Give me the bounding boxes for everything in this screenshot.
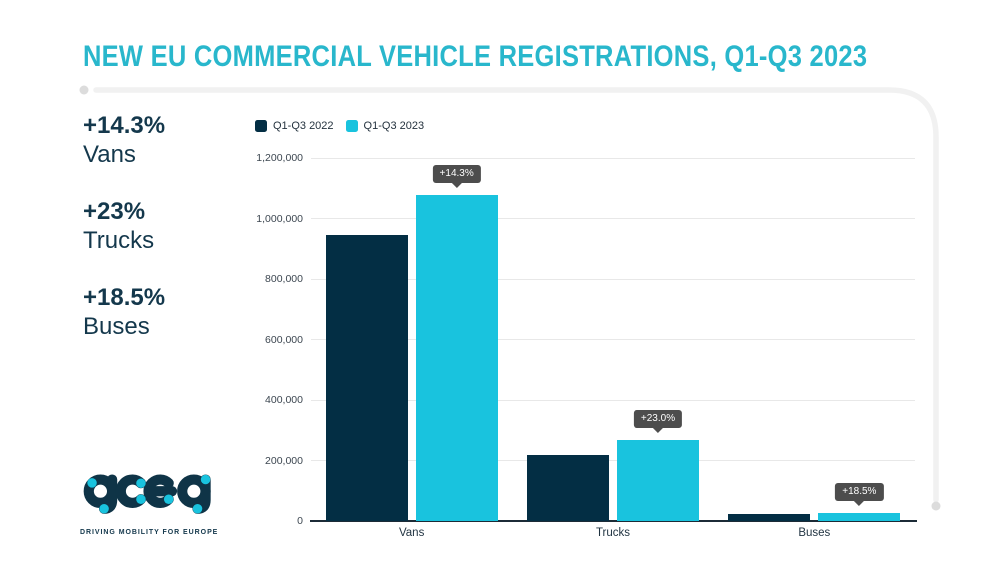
chart-legend: Q1-Q3 2022 Q1-Q3 2023 xyxy=(255,120,424,132)
y-tick-label-200000: 200,000 xyxy=(265,454,303,467)
y-tick-label-1200000: 1,200,000 xyxy=(256,152,303,164)
y-tick-label-400000: 400,000 xyxy=(265,394,303,406)
y-tick-label-800000: 800,000 xyxy=(265,273,303,285)
gridline-600000 xyxy=(311,339,915,340)
x-axis-line xyxy=(310,519,917,522)
stat-vans-percentage: +14.3% xyxy=(83,112,166,139)
stat-buses-percentage: +18.5% xyxy=(83,284,166,311)
stat-buses: +18.5% Buses xyxy=(83,284,165,341)
legend-label-2023: Q1-Q3 2023 xyxy=(363,120,425,132)
bar-vans-q1-q3-2023[interactable] xyxy=(415,194,498,521)
pct-change-tooltip-trucks: +23.0% xyxy=(633,409,683,433)
gridline-1000000 xyxy=(311,218,915,219)
stat-trucks-percentage: +23% xyxy=(83,198,146,225)
stat-vans: +14.3% Vans xyxy=(83,112,165,169)
bar-buses-q1-q3-2022[interactable] xyxy=(728,514,811,521)
logo-accent-dots xyxy=(87,474,211,514)
acea-wordmark xyxy=(83,474,211,514)
y-tick-label-1000000: 1,000,000 xyxy=(256,212,303,225)
gridline-1200000 xyxy=(311,157,915,159)
bar-trucks-q1-q3-2022[interactable] xyxy=(527,455,609,521)
stat-buses-label: Buses xyxy=(83,313,150,340)
legend-label-2022: Q1-Q3 2022 xyxy=(273,120,334,132)
bar-buses-q1-q3-2023[interactable] xyxy=(818,513,901,521)
y-tick-label-0: 0 xyxy=(297,515,303,527)
x-category-label-buses: Buses xyxy=(798,527,831,539)
stat-trucks: +23% Trucks xyxy=(83,198,165,255)
gridline-800000 xyxy=(311,278,915,280)
acea-logo: DRIVING MOBILITY FOR EUROPE xyxy=(80,462,230,536)
logo-tagline: DRIVING MOBILITY FOR EUROPE xyxy=(80,529,219,536)
stat-vans-label: Vans xyxy=(83,141,136,168)
summary-stats: +14.3% Vans +23% Trucks +18.5% Buses xyxy=(83,112,165,370)
legend-swatch-2023 xyxy=(345,120,358,132)
pct-change-tooltip-buses: +18.5% xyxy=(835,483,884,506)
legend-item-2023[interactable]: Q1-Q3 2023 xyxy=(345,120,425,132)
stat-trucks-label: Trucks xyxy=(83,227,155,254)
legend-swatch-2022 xyxy=(255,120,267,132)
bar-vans-q1-q3-2022[interactable] xyxy=(325,235,408,521)
x-category-label-vans: Vans xyxy=(398,527,425,539)
y-tick-label-600000: 600,000 xyxy=(265,333,303,346)
bar-trucks-q1-q3-2023[interactable] xyxy=(617,439,699,521)
page-title: NEW EU COMMERCIAL VEHICLE REGISTRATIONS,… xyxy=(83,40,868,73)
gridline-400000 xyxy=(311,399,915,401)
legend-item-2022[interactable]: Q1-Q3 2022 xyxy=(255,120,334,132)
x-category-label-trucks: Trucks xyxy=(595,527,631,539)
gridline-200000 xyxy=(311,460,915,461)
pct-change-tooltip-vans: +14.3% xyxy=(432,164,481,188)
